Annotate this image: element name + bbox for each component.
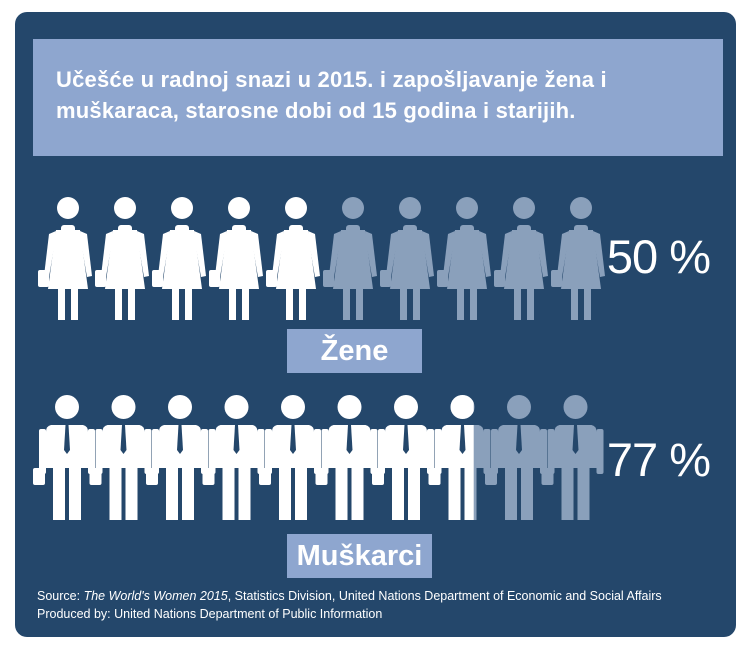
source-prefix: Source: [37, 589, 84, 603]
man-figure [89, 395, 152, 520]
woman-figure [494, 197, 548, 320]
woman-figure [152, 197, 206, 320]
man-figure [259, 395, 321, 520]
men-row: 77 % [15, 392, 736, 552]
man-figure [372, 395, 434, 520]
woman-figure [95, 197, 149, 320]
man-figure [202, 395, 265, 520]
title-panel [33, 39, 723, 156]
woman-figure [380, 197, 434, 320]
infographic-card: Učešće u radnoj snazi u 2015. i zapošlja… [15, 12, 736, 637]
source-publication: The World's Women 2015 [83, 589, 228, 603]
source-rest: , Statistics Division, United Nations De… [227, 589, 662, 603]
woman-figure [38, 197, 92, 320]
man-figure [146, 395, 208, 520]
women-label: Žene [287, 329, 422, 373]
man-figure [315, 395, 378, 520]
source-note: Source: The World's Women 2015, Statisti… [37, 587, 727, 623]
woman-figure [266, 197, 320, 320]
woman-figure [551, 197, 605, 320]
infographic-title: Učešće u radnoj snazi u 2015. i zapošlja… [56, 67, 607, 123]
man-figure [428, 395, 491, 520]
produced-by: Produced by: United Nations Department o… [37, 607, 383, 621]
man-figure [485, 395, 547, 520]
woman-figure [209, 197, 263, 320]
woman-figure [323, 197, 377, 320]
men-figures [33, 395, 604, 520]
women-percent: 50 % [606, 230, 711, 283]
man-figure [33, 395, 95, 520]
man-figure [541, 395, 604, 520]
woman-figure [437, 197, 491, 320]
women-row: 50 % [15, 192, 736, 352]
men-label: Muškarci [287, 534, 432, 578]
women-figures [38, 197, 605, 320]
men-percent: 77 % [606, 433, 711, 486]
